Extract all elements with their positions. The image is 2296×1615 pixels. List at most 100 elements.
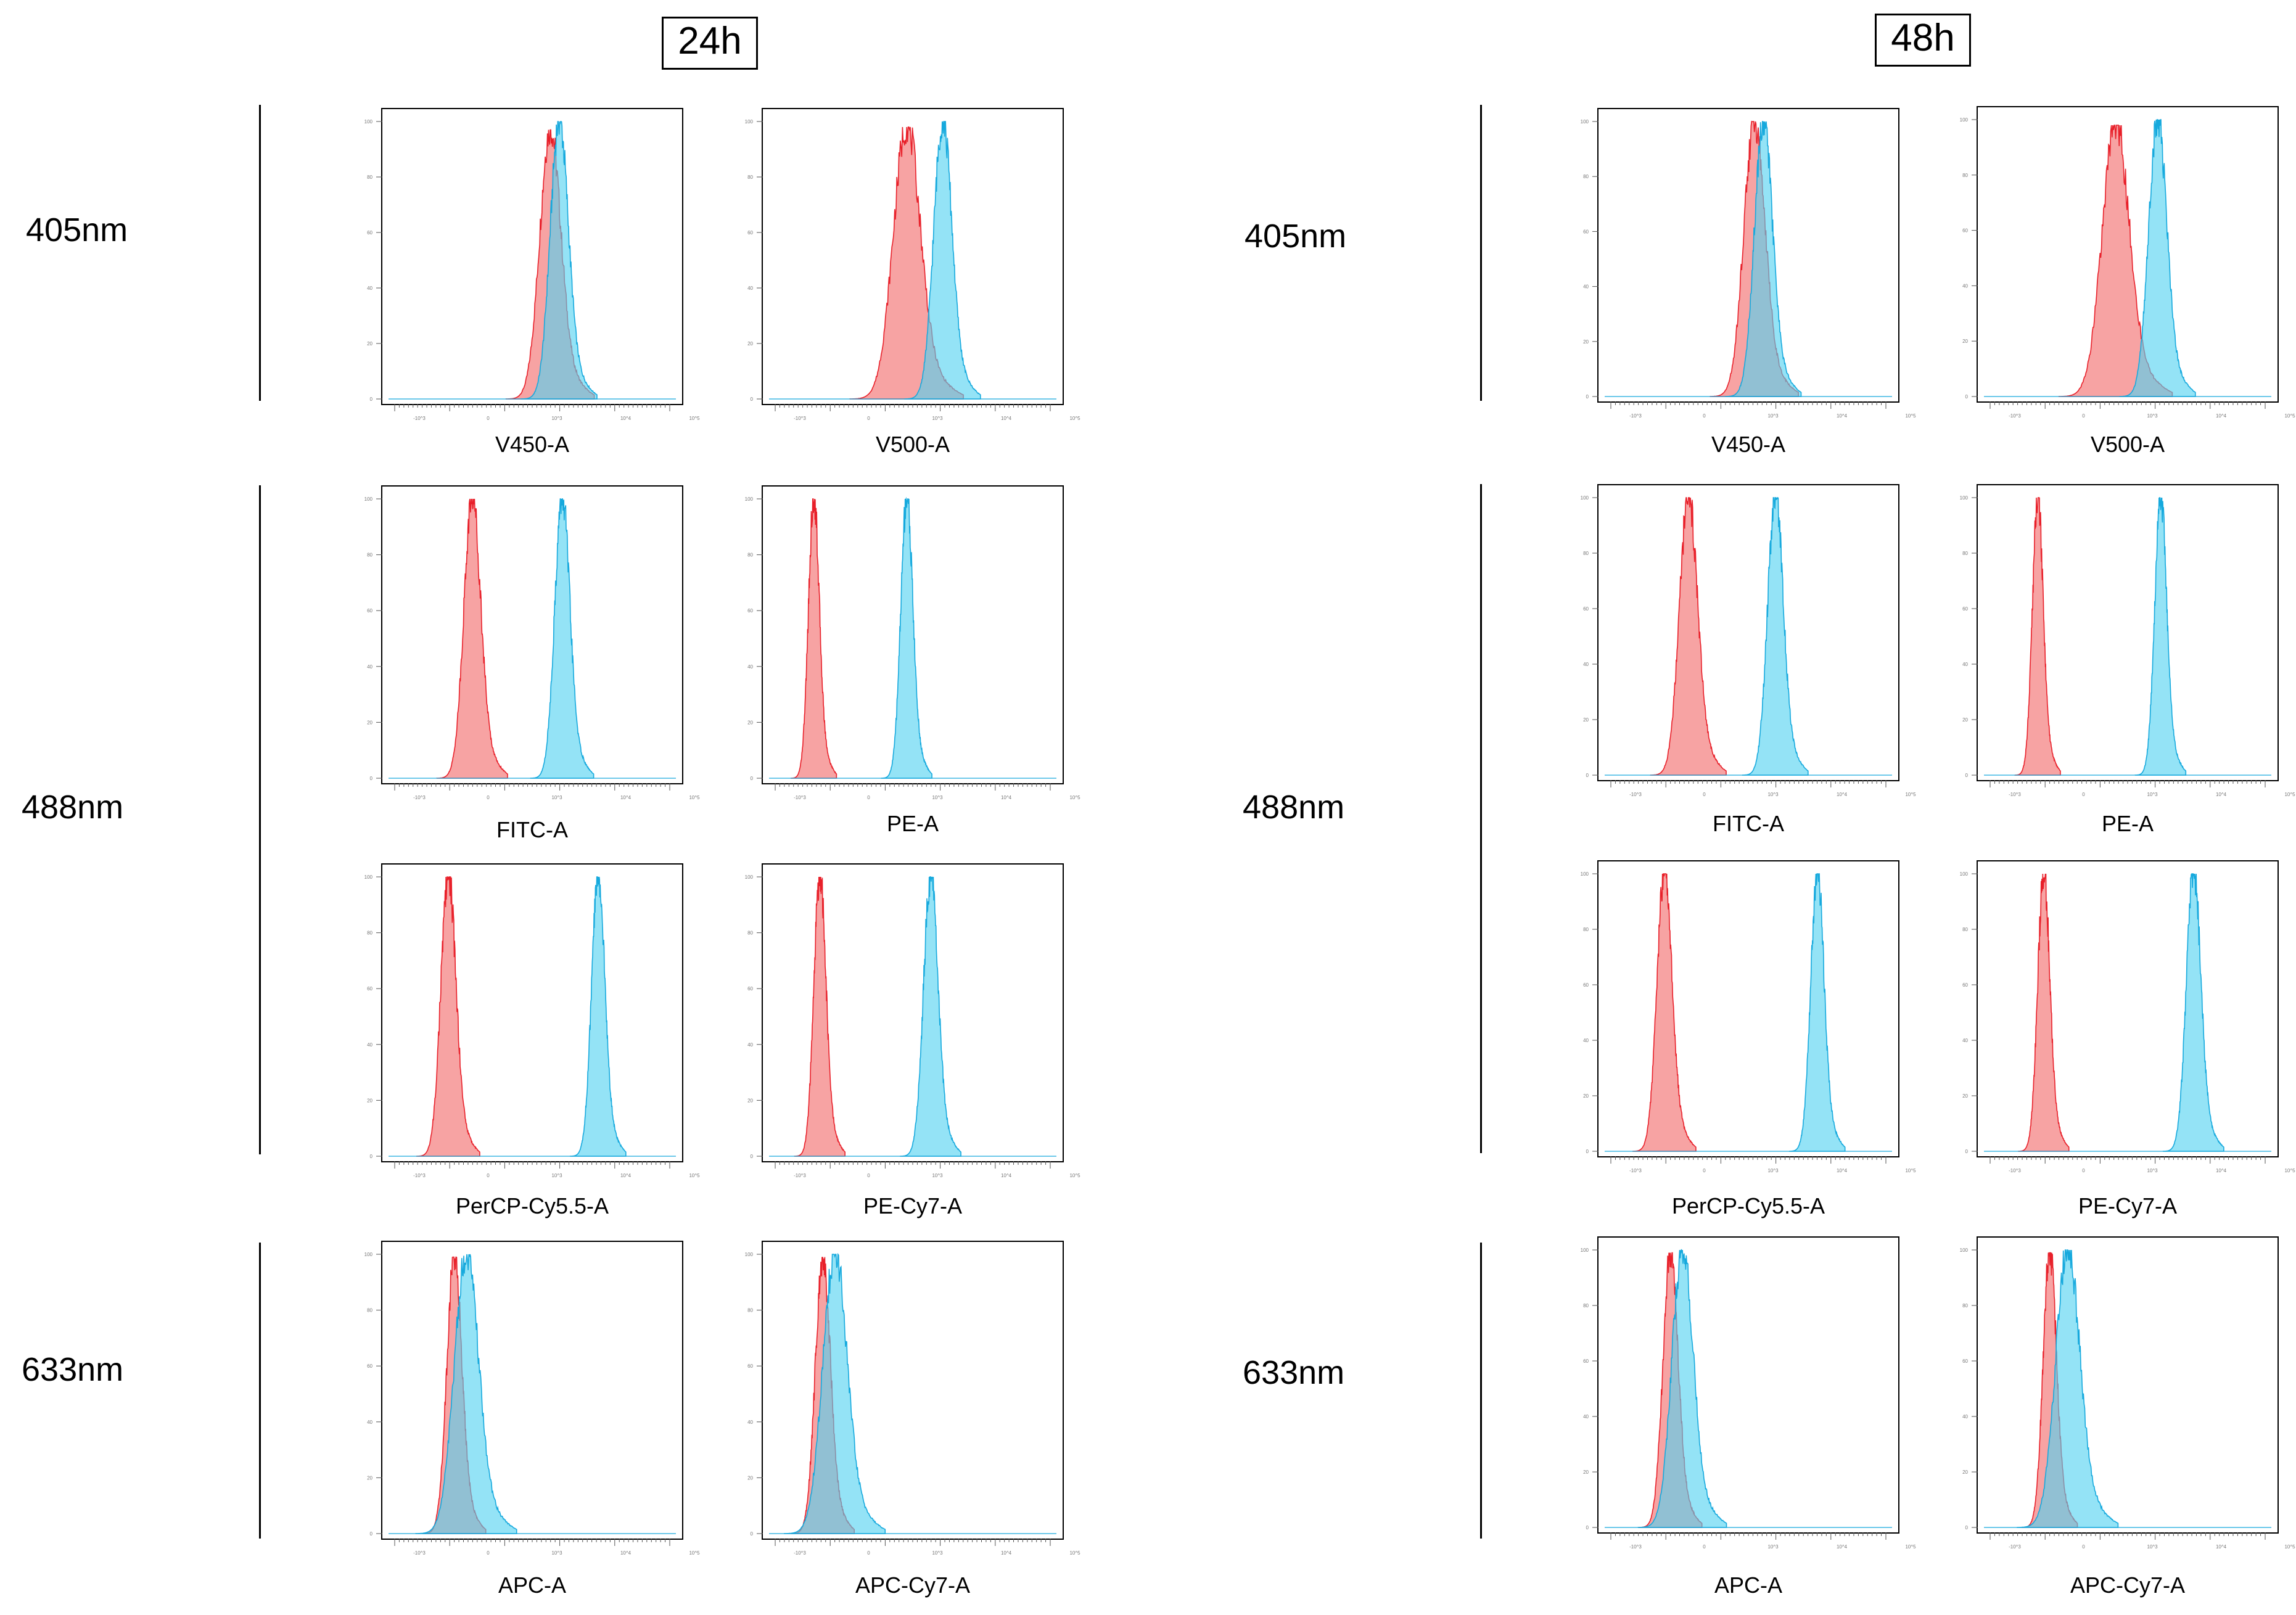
x-tick-label: 10^5 bbox=[1905, 1168, 1916, 1173]
y-tick-label: 80 bbox=[1962, 1303, 1968, 1309]
histogram-plot: 0 20 40 60 80 100 -10^3 0 10^3 10^4 10^5 bbox=[364, 119, 700, 421]
y-tick-label: 20 bbox=[1583, 717, 1589, 723]
stained-histogram bbox=[521, 121, 598, 400]
group-divider-405-48h bbox=[1480, 105, 1482, 401]
x-tick-label: 10^3 bbox=[1767, 413, 1779, 419]
x-axis-label: APC-Cy7-A bbox=[855, 1572, 971, 1598]
x-tick-label: 10^5 bbox=[1069, 416, 1080, 421]
x-tick-label: -10^3 bbox=[2009, 1168, 2021, 1173]
histogram-plot: 0 20 40 60 80 100 -10^3 0 10^3 10^4 10^5 bbox=[745, 496, 1080, 800]
y-tick-label: 80 bbox=[367, 553, 372, 558]
y-tick-label: 60 bbox=[367, 230, 372, 236]
x-tick-label: 10^3 bbox=[551, 795, 562, 800]
x-axis-label: APC-Cy7-A bbox=[2070, 1572, 2186, 1598]
histogram-panel-48h-apccy7: 0 20 40 60 80 100 -10^3 0 10^3 10^4 10^5 bbox=[1960, 1236, 2295, 1550]
x-tick-label: 10^4 bbox=[1001, 795, 1012, 800]
control-histogram bbox=[436, 498, 508, 779]
y-tick-label: 20 bbox=[747, 1098, 753, 1103]
y-tick-label: 60 bbox=[1962, 1358, 1968, 1364]
histogram-panel-24h-apc: 0 20 40 60 80 100 -10^3 0 10^3 10^4 10^5 bbox=[364, 1241, 700, 1556]
x-tick-label: 10^4 bbox=[2216, 413, 2227, 419]
x-tick-label: 10^3 bbox=[2147, 1168, 2158, 1173]
x-tick-label: 10^3 bbox=[1767, 1168, 1779, 1173]
y-tick-label: 40 bbox=[1583, 1038, 1589, 1043]
y-tick-label: 100 bbox=[364, 874, 373, 880]
x-tick-label: 10^4 bbox=[620, 1550, 632, 1556]
histogram-plot: 0 20 40 60 80 100 -10^3 0 10^3 10^4 10^5 bbox=[1960, 495, 2295, 797]
x-axis-label: PE-Cy7-A bbox=[863, 1193, 963, 1218]
y-tick-label: 0 bbox=[1586, 1525, 1589, 1531]
x-tick-label: 10^5 bbox=[2284, 1168, 2295, 1173]
x-tick-label: 0 bbox=[487, 1173, 490, 1178]
y-tick-label: 0 bbox=[1965, 773, 1969, 778]
y-tick-label: 40 bbox=[747, 1420, 753, 1425]
stained-histogram bbox=[2162, 873, 2224, 1152]
y-tick-label: 20 bbox=[1583, 1093, 1589, 1099]
y-tick-label: 100 bbox=[1581, 119, 1589, 125]
y-tick-label: 20 bbox=[747, 341, 753, 347]
x-tick-label: 10^3 bbox=[1767, 1544, 1779, 1550]
x-tick-label: 10^5 bbox=[1069, 1550, 1080, 1556]
x-axis-label: V500-A bbox=[2090, 432, 2165, 457]
y-tick-label: 40 bbox=[747, 286, 753, 291]
histogram-plot: 0 20 40 60 80 100 -10^3 0 10^3 10^4 10^5 bbox=[364, 496, 700, 800]
y-tick-label: 100 bbox=[1960, 117, 1969, 123]
x-tick-label: 0 bbox=[1703, 1168, 1706, 1173]
y-tick-label: 40 bbox=[1962, 283, 1968, 289]
y-tick-label: 0 bbox=[1965, 1525, 1969, 1531]
x-tick-label: -10^3 bbox=[794, 1550, 806, 1556]
y-tick-label: 100 bbox=[1960, 871, 1969, 877]
histogram-panel-24h-pe: 0 20 40 60 80 100 -10^3 0 10^3 10^4 10^5 bbox=[745, 485, 1080, 800]
y-tick-label: 60 bbox=[367, 1363, 372, 1369]
y-tick-label: 40 bbox=[1962, 1414, 1968, 1420]
y-tick-label: 80 bbox=[1583, 174, 1589, 179]
x-tick-label: -10^3 bbox=[2009, 792, 2021, 797]
x-tick-label: 0 bbox=[2082, 792, 2085, 797]
x-tick-label: -10^3 bbox=[413, 1550, 426, 1556]
x-axis-label: APC-A bbox=[1714, 1572, 1783, 1598]
y-tick-label: 80 bbox=[747, 553, 753, 558]
x-tick-label: 10^5 bbox=[2284, 413, 2295, 419]
x-tick-label: -10^3 bbox=[413, 416, 426, 421]
y-tick-label: 0 bbox=[751, 1531, 754, 1537]
y-tick-label: 100 bbox=[1581, 1247, 1589, 1253]
control-histogram bbox=[1650, 497, 1727, 776]
x-tick-label: 10^4 bbox=[1837, 1544, 1848, 1550]
x-tick-label: 10^5 bbox=[2284, 1544, 2295, 1550]
histogram-panel-24h-percp: 0 20 40 60 80 100 -10^3 0 10^3 10^4 10^5 bbox=[364, 863, 700, 1178]
histogram-plot: 0 20 40 60 80 100 -10^3 0 10^3 10^4 10^5 bbox=[1581, 871, 1916, 1173]
y-tick-label: 0 bbox=[370, 776, 373, 781]
y-tick-label: 100 bbox=[1960, 495, 1969, 501]
stained-histogram bbox=[1724, 121, 1802, 397]
x-tick-label: -10^3 bbox=[413, 1173, 426, 1178]
x-tick-label: 10^3 bbox=[932, 416, 943, 421]
histogram-panel-48h-pecy7: 0 20 40 60 80 100 -10^3 0 10^3 10^4 10^5 bbox=[1960, 860, 2295, 1173]
x-tick-label: -10^3 bbox=[2009, 413, 2021, 419]
y-tick-label: 20 bbox=[747, 720, 753, 725]
control-histogram bbox=[794, 876, 846, 1157]
y-tick-label: 40 bbox=[367, 1420, 372, 1425]
x-tick-label: 10^5 bbox=[1905, 413, 1916, 419]
x-tick-label: 10^3 bbox=[2147, 1544, 2158, 1550]
histogram-panel-48h-v500: 0 20 40 60 80 100 -10^3 0 10^3 10^4 10^5 bbox=[1960, 106, 2295, 419]
y-tick-label: 40 bbox=[1583, 1414, 1589, 1420]
x-tick-label: 10^4 bbox=[620, 1173, 632, 1178]
x-axis-label: V450-A bbox=[495, 432, 570, 457]
x-tick-label: 0 bbox=[1703, 1544, 1706, 1550]
x-axis-label: PE-A bbox=[2101, 811, 2154, 836]
x-tick-label: 0 bbox=[487, 1550, 490, 1556]
stained-histogram bbox=[784, 1252, 886, 1534]
histogram-panel-48h-percp: 0 20 40 60 80 100 -10^3 0 10^3 10^4 10^5 bbox=[1581, 860, 1916, 1173]
control-histogram bbox=[790, 498, 837, 779]
histogram-panel-48h-fitc: 0 20 40 60 80 100 -10^3 0 10^3 10^4 10^5 bbox=[1581, 484, 1916, 797]
x-tick-label: 10^4 bbox=[1001, 1550, 1012, 1556]
x-tick-label: 0 bbox=[867, 795, 870, 800]
stained-histogram bbox=[530, 498, 595, 779]
y-tick-label: 20 bbox=[367, 341, 372, 347]
histogram-plot: 0 20 40 60 80 100 -10^3 0 10^3 10^4 10^5 bbox=[1960, 117, 2295, 419]
y-tick-label: 80 bbox=[747, 931, 753, 936]
x-tick-label: 0 bbox=[1703, 413, 1706, 419]
y-tick-label: 40 bbox=[747, 664, 753, 670]
x-tick-label: 10^4 bbox=[620, 416, 632, 421]
y-tick-label: 100 bbox=[745, 874, 754, 880]
